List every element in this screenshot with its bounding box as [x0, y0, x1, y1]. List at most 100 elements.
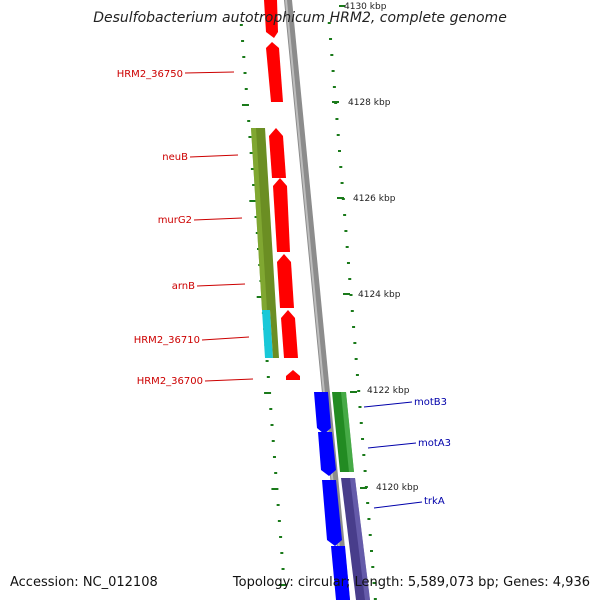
right-tick: [355, 374, 359, 376]
right-tick: [332, 86, 336, 88]
left-tick: [265, 360, 269, 362]
left-tick: [252, 184, 256, 186]
right-tick: [352, 326, 356, 328]
right-tick: [327, 22, 331, 24]
right-tick: [370, 550, 373, 552]
gene-label-hrm2-36750[interactable]: HRM2_36750: [117, 69, 183, 80]
gene-arnb[interactable]: [277, 254, 294, 308]
forward-gene-labels: HRM2_36750 neuB murG2 arnB HRM2_36710 HR…: [117, 69, 254, 387]
gene-label-neub[interactable]: neuB: [162, 152, 188, 163]
left-tick: [244, 88, 248, 90]
left-tick: [239, 24, 243, 26]
right-tick: [330, 54, 334, 56]
left-tick: [269, 408, 273, 410]
cog-block-cyan: [262, 310, 273, 358]
left-tick: [274, 472, 278, 474]
right-tick: [345, 246, 349, 248]
right-tick: [338, 150, 341, 152]
cog-block-olive-shade: [251, 128, 267, 310]
left-tick: [281, 568, 285, 570]
left-tick: [272, 456, 276, 458]
right-tick: [357, 390, 361, 392]
gene-top-arrow[interactable]: [264, 0, 278, 38]
right-tick: [346, 262, 350, 264]
right-tick: [344, 230, 348, 232]
right-tick: [362, 454, 366, 456]
right-tick: [343, 214, 347, 216]
left-tick: [276, 504, 280, 506]
left-tick: [256, 296, 264, 298]
gene-mota3[interactable]: [318, 432, 336, 476]
gene-neub[interactable]: [269, 128, 286, 178]
left-tick: [271, 488, 279, 490]
left-tick: [266, 376, 270, 378]
right-tick: [363, 470, 367, 472]
right-tick: [349, 294, 353, 296]
gene-label-hrm2-36700[interactable]: HRM2_36700: [137, 376, 203, 387]
left-tick: [249, 200, 257, 202]
right-tick: [336, 134, 340, 136]
right-tick: [372, 582, 376, 584]
right-tick: [335, 118, 339, 120]
right-tick: [339, 166, 343, 168]
gene-trka[interactable]: [322, 480, 342, 546]
gene-hrm2-36700[interactable]: [286, 370, 300, 380]
cog-block-olive-lower: [270, 310, 279, 358]
scale-label-4126: 4126 kbp: [353, 194, 396, 204]
gene-label-hrm2-36710[interactable]: HRM2_36710: [134, 335, 200, 346]
left-tick: [278, 584, 286, 586]
right-tick: [329, 38, 333, 40]
reverse-genes: [314, 392, 350, 600]
gene-label-trka[interactable]: trkA: [424, 496, 445, 507]
left-tick: [264, 392, 272, 394]
cog-block-purple-shade: [350, 478, 370, 600]
left-tick: [241, 40, 245, 42]
right-tick: [359, 422, 363, 424]
gene-label-arnb[interactable]: arnB: [172, 281, 195, 292]
left-tick: [277, 520, 281, 522]
right-tick: [371, 566, 375, 568]
accession-label: Accession: NC_012108: [10, 575, 158, 590]
left-tick: [250, 168, 254, 170]
left-tick: [249, 152, 253, 154]
left-tick: [255, 232, 259, 234]
gene-motb3[interactable]: [314, 392, 331, 434]
right-tick: [348, 278, 352, 280]
scale-label-4120: 4120 kbp: [376, 483, 419, 493]
right-tick: [367, 518, 371, 520]
scale-labels: 4130 kbp 4128 kbp 4126 kbp 4124 kbp 4122…: [332, 2, 419, 493]
right-tick: [350, 310, 354, 312]
scale-label-4128: 4128 kbp: [348, 98, 391, 108]
forward-genes: [264, 0, 300, 380]
right-tick: [358, 406, 362, 408]
gene-hrm2-36710[interactable]: [281, 310, 298, 358]
gene-label-motb3[interactable]: motB3: [414, 397, 447, 408]
left-tick: [248, 136, 252, 138]
gene-bottom-arrow[interactable]: [331, 546, 350, 600]
reverse-gene-labels: motB3 motA3 trkA: [363, 397, 451, 509]
map-title: Desulfobacterium autotrophicum HRM2, com…: [93, 10, 507, 26]
cog-block-green-shade: [341, 392, 354, 472]
scale-label-4124: 4124 kbp: [358, 290, 401, 300]
left-tick: [279, 536, 283, 538]
left-tick: [271, 440, 275, 442]
gene-murg2[interactable]: [273, 178, 290, 252]
right-tick: [331, 70, 335, 72]
right-tick: [368, 534, 372, 536]
right-tick: [353, 342, 357, 344]
left-tick: [242, 56, 246, 58]
gene-label-mota3[interactable]: motA3: [418, 438, 451, 449]
right-tick: [340, 182, 344, 184]
right-tick: [361, 438, 365, 440]
left-tick: [243, 72, 247, 74]
left-tick: [247, 120, 251, 122]
left-tick: [241, 104, 249, 106]
left-tick: [280, 552, 284, 554]
gene-hrm2-36750[interactable]: [266, 42, 283, 102]
right-tick: [354, 358, 358, 360]
gene-label-murg2[interactable]: murG2: [158, 215, 192, 226]
right-tick: [373, 598, 377, 600]
left-tick: [270, 424, 274, 426]
right-tick: [366, 502, 370, 504]
